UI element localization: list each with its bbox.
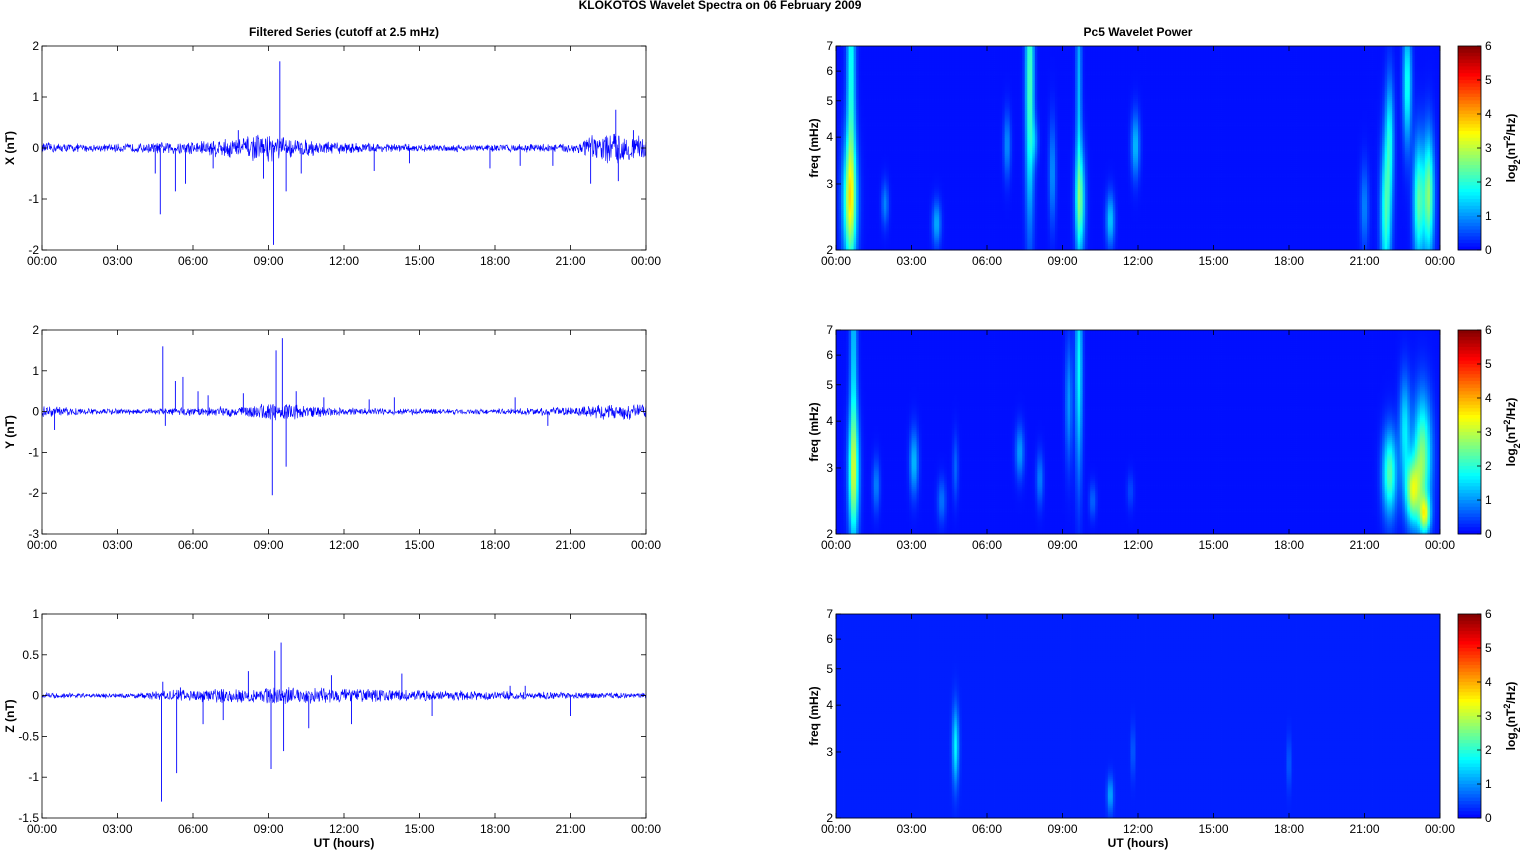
line-panel-z-ytick-label: -1 xyxy=(28,770,39,784)
line-panel-y-xtick-label: 09:00 xyxy=(253,538,283,552)
line-panel-y-ytick-label: -2 xyxy=(28,486,39,500)
line-panel-y-xtick-label: 15:00 xyxy=(404,538,434,552)
line-panel-z-xtick-label: 15:00 xyxy=(404,822,434,836)
line-panel-z-xtick-label: 18:00 xyxy=(480,822,510,836)
line-panel-x-xtick-label: 00:00 xyxy=(631,254,661,268)
line-panel-x-xtick-label: 03:00 xyxy=(102,254,132,268)
right-column-title: Pc5 Wavelet Power xyxy=(1084,25,1193,39)
line-panel-x-ylabel: X (nT) xyxy=(3,131,17,165)
line-panel-z-ylabel: Z (nT) xyxy=(3,699,17,732)
line-panel-y-ytick-label: 0 xyxy=(32,405,39,419)
line-panel-z-ytick-label: 1 xyxy=(32,607,39,621)
line-panel-y-ytick-label: 1 xyxy=(32,364,39,378)
line-panel-z-xtick-label: 00:00 xyxy=(27,822,57,836)
line-panel-z: 10.50-0.5-1-1.5Z (nT)00:00 03:00 06:00 09:0… xyxy=(3,607,661,836)
line-panel-x-xtick-label: 09:00 xyxy=(253,254,283,268)
left-x-axis-label: UT (hours) xyxy=(314,836,375,850)
line-panel-y-xtick-label: 00:00 xyxy=(27,538,57,552)
line-panel-x-ytick-label: 1 xyxy=(32,90,39,104)
line-panel-z-ytick-label: 0 xyxy=(32,689,39,703)
left-column-title: Filtered Series (cutoff at 2.5 mHz) xyxy=(249,25,439,39)
line-panel-x-xtick-label: 21:00 xyxy=(555,254,585,268)
line-panel-x-xtick-label: 12:00 xyxy=(329,254,359,268)
right-x-axis-label: UT (hours) xyxy=(1108,836,1169,850)
line-panel-y: 210-1-2-3Y (nT)00:00 03:00 06:00 09:00 12:00… xyxy=(3,323,661,552)
line-panel-x: 210-1-2X (nT)00:00 03:00 06:00 09:00 12:00 15… xyxy=(3,39,661,268)
figure-title: KLOKOTOS Wavelet Spectra on 06 February … xyxy=(579,0,862,12)
line-panel-x-ytick-label: -1 xyxy=(28,192,39,206)
line-panel-z-xtick-label: 21:00 xyxy=(555,822,585,836)
line-panel-y-ytick-label: -1 xyxy=(28,445,39,459)
line-panel-y-ytick-label: 2 xyxy=(32,323,39,337)
line-panel-x-ytick-label: 0 xyxy=(32,141,39,155)
line-panel-z-ytick-label: 0.5 xyxy=(22,648,39,662)
line-panel-x-xtick-label: 00:00 xyxy=(27,254,57,268)
line-panel-z-ytick-label: -0.5 xyxy=(18,729,39,743)
line-panel-y-xtick-label: 06:00 xyxy=(178,538,208,552)
line-panel-x-xtick-label: 18:00 xyxy=(480,254,510,268)
line-panel-y-plot-area xyxy=(42,330,646,534)
line-panel-y-ylabel: Y (nT) xyxy=(3,415,17,449)
line-panel-z-xtick-label: 09:00 xyxy=(253,822,283,836)
line-panel-z-xtick-label: 03:00 xyxy=(102,822,132,836)
line-panel-y-xtick-label: 12:00 xyxy=(329,538,359,552)
line-panel-y-xtick-label: 18:00 xyxy=(480,538,510,552)
line-panel-y-xtick-label: 21:00 xyxy=(555,538,585,552)
line-panel-z-xtick-label: 12:00 xyxy=(329,822,359,836)
line-panel-y-xtick-label: 00:00 xyxy=(631,538,661,552)
line-panel-z-xtick-label: 00:00 xyxy=(631,822,661,836)
line-panel-z-plot-area xyxy=(42,614,646,818)
line-panel-x-xtick-label: 15:00 xyxy=(404,254,434,268)
line-panel-z-xtick-label: 06:00 xyxy=(178,822,208,836)
line-panel-x-ytick-label: 2 xyxy=(32,39,39,53)
line-panel-y-xtick-label: 03:00 xyxy=(102,538,132,552)
line-panel-x-xtick-label: 06:00 xyxy=(178,254,208,268)
